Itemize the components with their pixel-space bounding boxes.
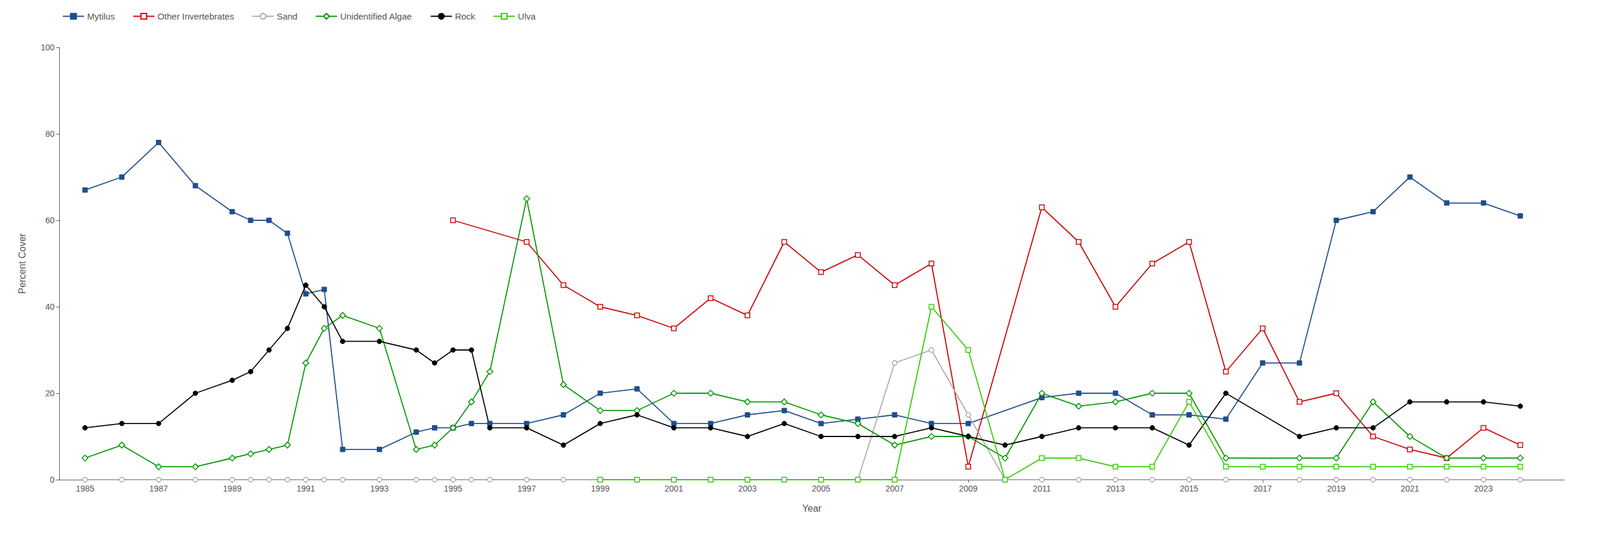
svg-text:1999: 1999 <box>590 484 610 494</box>
svg-text:1989: 1989 <box>222 484 242 494</box>
svg-text:Percent Cover: Percent Cover <box>17 232 28 294</box>
svg-text:2005: 2005 <box>811 484 831 494</box>
svg-text:2021: 2021 <box>1400 484 1420 494</box>
svg-text:2013: 2013 <box>1106 484 1125 494</box>
svg-text:20: 20 <box>45 388 55 399</box>
svg-text:2007: 2007 <box>885 484 904 494</box>
svg-text:1993: 1993 <box>370 484 389 494</box>
svg-text:1987: 1987 <box>149 484 168 494</box>
svg-text:2009: 2009 <box>958 484 978 494</box>
svg-text:Mytilus: Mytilus <box>87 11 115 22</box>
svg-text:2017: 2017 <box>1253 484 1272 494</box>
svg-text:2011: 2011 <box>1032 484 1051 494</box>
svg-text:1991: 1991 <box>296 484 316 494</box>
svg-text:Other Invertebrates: Other Invertebrates <box>157 11 235 22</box>
svg-text:1995: 1995 <box>443 484 463 494</box>
svg-text:40: 40 <box>45 302 55 312</box>
svg-text:Rock: Rock <box>455 11 476 22</box>
svg-text:0: 0 <box>49 475 55 485</box>
svg-text:80: 80 <box>45 129 55 139</box>
svg-text:2001: 2001 <box>664 484 684 494</box>
svg-text:1985: 1985 <box>75 484 95 494</box>
svg-text:2003: 2003 <box>738 484 757 494</box>
svg-text:Unidentified Algae: Unidentified Algae <box>340 11 412 22</box>
svg-text:2023: 2023 <box>1474 484 1493 494</box>
svg-text:60: 60 <box>45 215 55 226</box>
svg-text:100: 100 <box>40 42 56 53</box>
svg-text:2019: 2019 <box>1326 484 1346 494</box>
svg-text:2015: 2015 <box>1179 484 1199 494</box>
svg-text:Sand: Sand <box>276 11 298 22</box>
svg-text:1997: 1997 <box>517 484 536 494</box>
svg-text:Ulva: Ulva <box>517 11 537 22</box>
svg-text:Year: Year <box>802 503 822 514</box>
